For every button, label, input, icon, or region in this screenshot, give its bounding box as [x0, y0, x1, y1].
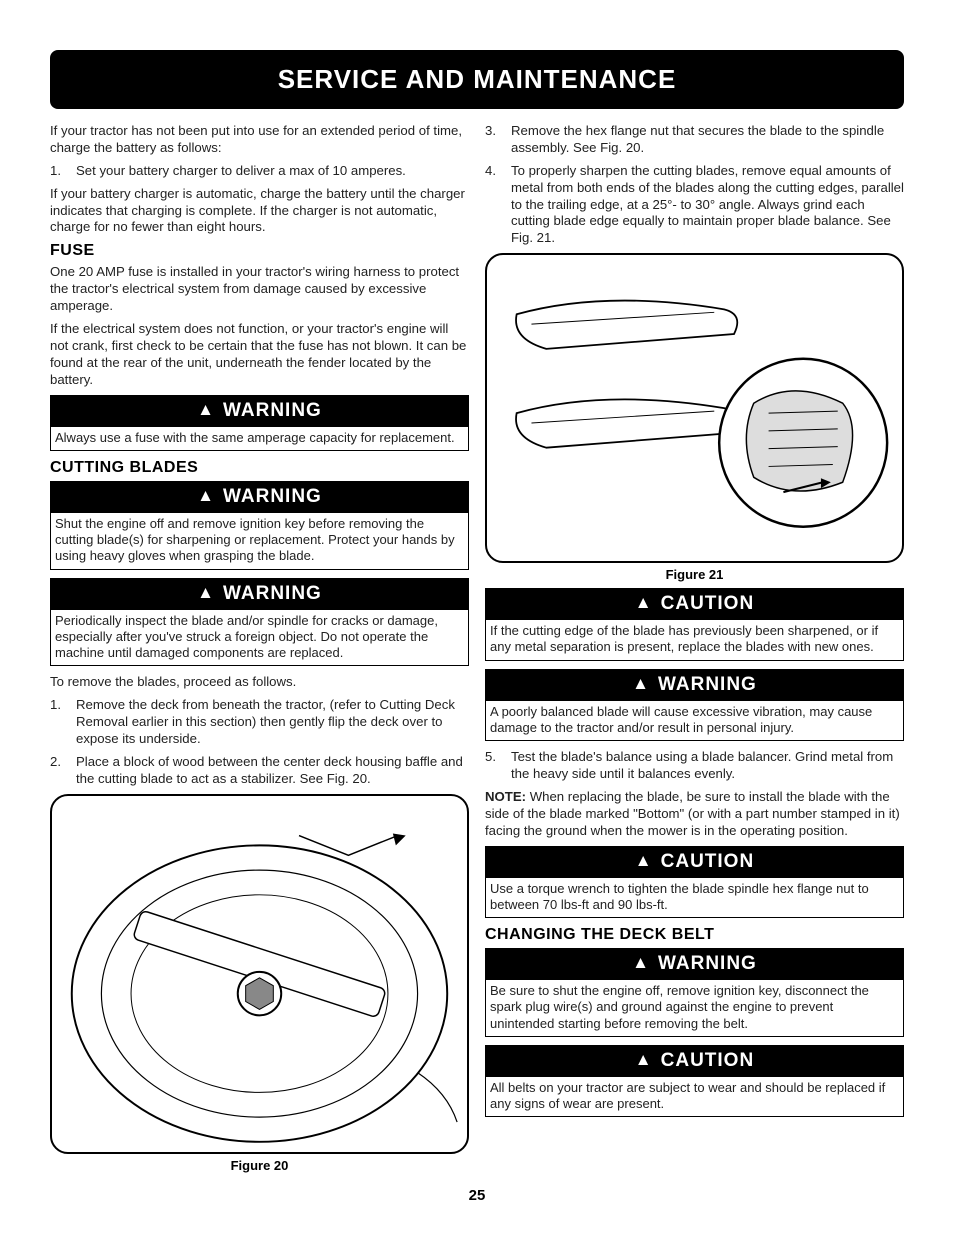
warning-title: WARNING [223, 486, 322, 508]
fuse-heading: FUSE [50, 242, 469, 260]
list-text: Remove the deck from beneath the tractor… [76, 697, 455, 746]
list-text: Place a block of wood between the center… [76, 754, 463, 786]
warning-body: Always use a fuse with the same amperage… [51, 427, 468, 450]
list-item: 1.Remove the deck from beneath the tract… [50, 697, 469, 748]
list-text: Remove the hex flange nut that secures t… [511, 123, 884, 155]
caution-body: Use a torque wrench to tighten the blade… [486, 878, 903, 918]
caution-title: CAUTION [661, 593, 755, 615]
warning-banner: ▲ WARNING [51, 482, 468, 513]
list-5: 5.Test the blade's balance using a blade… [485, 749, 904, 783]
caution-banner: ▲ CAUTION [486, 589, 903, 620]
warning-banner: ▲ WARNING [486, 670, 903, 701]
caution-icon: ▲ [635, 1050, 653, 1070]
caution-box-2: ▲ CAUTION Use a torque wrench to tighten… [485, 846, 904, 919]
note-label: NOTE: [485, 789, 526, 804]
warning-body: Periodically inspect the blade and/or sp… [51, 610, 468, 666]
warning-banner: ▲ WARNING [486, 949, 903, 980]
warning-icon: ▲ [632, 674, 650, 694]
figure-21-illustration [487, 255, 902, 561]
page-number: 25 [50, 1187, 904, 1204]
warning-title: WARNING [658, 674, 757, 696]
deck-belt-heading: CHANGING THE DECK BELT [485, 926, 904, 944]
warning-box-2: ▲ WARNING Shut the engine off and remove… [50, 481, 469, 570]
list-item: 3.Remove the hex flange nut that secures… [485, 123, 904, 157]
warning-box-3: ▲ WARNING Periodically inspect the blade… [50, 578, 469, 667]
caution-body: If the cutting edge of the blade has pre… [486, 620, 903, 660]
left-column: If your tractor has not been put into us… [50, 123, 469, 1179]
caution-body: All belts on your tractor are subject to… [486, 1077, 903, 1117]
intro-p1: If your tractor has not been put into us… [50, 123, 469, 157]
warning-icon: ▲ [197, 583, 215, 603]
caution-banner: ▲ CAUTION [486, 1046, 903, 1077]
figure-21 [485, 253, 904, 563]
remove-intro: To remove the blades, proceed as follows… [50, 674, 469, 691]
list-item: 5.Test the blade's balance using a blade… [485, 749, 904, 783]
caution-box-3: ▲ CAUTION All belts on your tractor are … [485, 1045, 904, 1118]
warning-icon: ▲ [632, 953, 650, 973]
figure-21-caption: Figure 21 [485, 567, 904, 582]
figure-20-caption: Figure 20 [50, 1158, 469, 1173]
caution-box-1: ▲ CAUTION If the cutting edge of the bla… [485, 588, 904, 661]
two-column-layout: If your tractor has not been put into us… [50, 123, 904, 1179]
page-header: SERVICE AND MAINTENANCE [50, 50, 904, 109]
warning-body: A poorly balanced blade will cause exces… [486, 701, 903, 741]
fuse-p1: One 20 AMP fuse is installed in your tra… [50, 264, 469, 315]
cutting-blades-heading: CUTTING BLADES [50, 459, 469, 477]
list-text: To properly sharpen the cutting blades, … [511, 163, 904, 246]
caution-icon: ▲ [635, 593, 653, 613]
caution-title: CAUTION [661, 1050, 755, 1072]
remove-list: 1.Remove the deck from beneath the tract… [50, 697, 469, 787]
warning-icon: ▲ [197, 400, 215, 420]
list-item: 2.Place a block of wood between the cent… [50, 754, 469, 788]
right-column: 3.Remove the hex flange nut that secures… [485, 123, 904, 1179]
list-text: Test the blade's balance using a blade b… [511, 749, 893, 781]
caution-title: CAUTION [661, 851, 755, 873]
note-body: When replacing the blade, be sure to ins… [485, 789, 900, 838]
top-list: 3.Remove the hex flange nut that secures… [485, 123, 904, 247]
warning-box-5: ▲ WARNING Be sure to shut the engine off… [485, 948, 904, 1037]
fuse-p2: If the electrical system does not functi… [50, 321, 469, 389]
warning-box-4: ▲ WARNING A poorly balanced blade will c… [485, 669, 904, 742]
warning-body: Shut the engine off and remove ignition … [51, 513, 468, 569]
list-text: Set your battery charger to deliver a ma… [76, 163, 406, 178]
warning-box-1: ▲ WARNING Always use a fuse with the sam… [50, 395, 469, 451]
warning-banner: ▲ WARNING [51, 579, 468, 610]
figure-20 [50, 794, 469, 1154]
warning-body: Be sure to shut the engine off, remove i… [486, 980, 903, 1036]
intro-p2: If your battery charger is automatic, ch… [50, 186, 469, 237]
note-paragraph: NOTE: When replacing the blade, be sure … [485, 789, 904, 840]
figure-20-illustration [52, 796, 467, 1152]
warning-icon: ▲ [197, 486, 215, 506]
warning-banner: ▲ WARNING [51, 396, 468, 427]
warning-title: WARNING [223, 400, 322, 422]
warning-title: WARNING [223, 583, 322, 605]
warning-title: WARNING [658, 953, 757, 975]
intro-list: 1.Set your battery charger to deliver a … [50, 163, 469, 180]
caution-icon: ▲ [635, 851, 653, 871]
list-item: 1.Set your battery charger to deliver a … [50, 163, 469, 180]
caution-banner: ▲ CAUTION [486, 847, 903, 878]
list-item: 4.To properly sharpen the cutting blades… [485, 163, 904, 247]
